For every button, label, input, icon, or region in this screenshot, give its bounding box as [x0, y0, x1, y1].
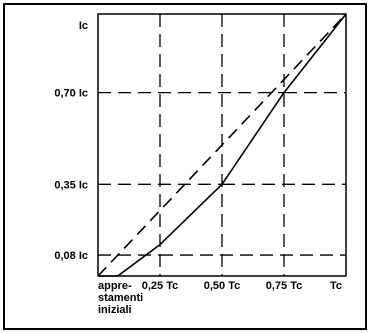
- y-tick-label-2: 0,70 Ic: [54, 88, 88, 100]
- dashed-diagonal-series: [97, 13, 347, 277]
- y-tick-labels: 0,08 Ic 0,35 Ic 0,70 Ic Ic: [54, 20, 88, 262]
- guide-lines: [98, 91, 346, 256]
- y-tick-label-0: 0,08 Ic: [54, 250, 88, 262]
- y-tick-label-3: Ic: [79, 20, 88, 32]
- x-tick-label-3: 0,75 Tc: [266, 280, 303, 292]
- x-tick-label-2: 0,50 Tc: [204, 280, 241, 292]
- y-tick-label-1: 0,35 Ic: [54, 179, 88, 191]
- plot-border: [97, 13, 347, 277]
- x-tick-label-4: Tc: [330, 280, 342, 292]
- outer-frame: [3, 3, 367, 330]
- x-tick-label-1: 0,25 Tc: [142, 280, 179, 292]
- x-tick-label-0: appre-stamenti iniziali: [98, 280, 143, 316]
